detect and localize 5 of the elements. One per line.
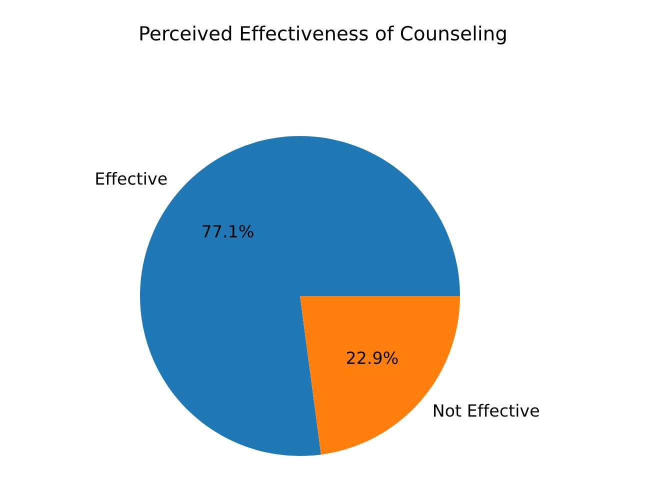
slice-label: Not Effective: [434, 404, 539, 417]
data-label: 22.9%: [346, 351, 398, 364]
slice-label: Effective: [96, 172, 167, 185]
data-label: 77.1%: [202, 224, 254, 238]
chart-title: Perceived Effectiveness of Counseling: [140, 26, 506, 44]
